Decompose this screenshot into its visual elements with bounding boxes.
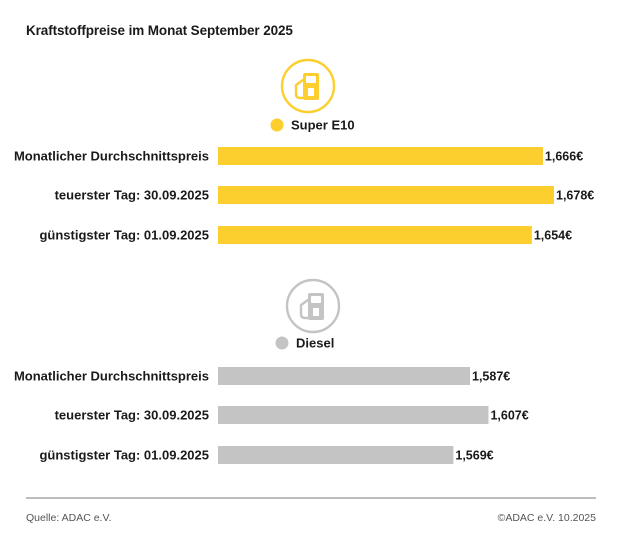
fuel-pump-icon [285, 278, 341, 334]
bar [218, 406, 489, 424]
legend-swatch [275, 336, 289, 350]
category-label: teuerster Tag: 30.09.2025 [55, 188, 209, 203]
bar [218, 446, 454, 464]
pump-window [308, 88, 314, 96]
value-label: 1,587€ [472, 370, 510, 384]
pump-hose [299, 298, 310, 320]
bar [218, 186, 554, 204]
legend-swatch [270, 118, 284, 132]
legend-label: Diesel [296, 336, 334, 351]
fuel-price-chart: Super E10 Monatlicher Durchschnittspreis 1… [14, 58, 594, 464]
pump-hose [294, 78, 305, 100]
chart-title: Kraftstoffpreise im Monat September 2025 [26, 23, 293, 38]
legend-label: Super E10 [291, 118, 355, 133]
bar [218, 367, 470, 385]
value-label: 1,678€ [556, 189, 594, 203]
bar [218, 147, 543, 165]
copyright-note: ©ADAC e.V. 10.2025 [497, 512, 596, 524]
chart-group-diesel: Diesel Monatlicher Durchschnittspreis 1,58… [14, 278, 529, 464]
icon-ring [285, 278, 341, 334]
chart-group-super-e10: Super E10 Monatlicher Durchschnittspreis 1… [14, 58, 594, 244]
pump-window [313, 308, 319, 316]
value-label: 1,569€ [455, 449, 493, 463]
icon-ring [280, 58, 336, 114]
value-label: 1,607€ [490, 409, 528, 423]
category-label: Monatlicher Durchschnittspreis [14, 149, 209, 164]
value-label: 1,654€ [534, 229, 572, 243]
category-label: günstigster Tag: 01.09.2025 [39, 448, 209, 463]
category-label: Monatlicher Durchschnittspreis [14, 369, 209, 384]
footer-divider [26, 497, 596, 499]
category-label: teuerster Tag: 30.09.2025 [55, 408, 209, 423]
pump-display [306, 76, 316, 83]
category-label: günstigster Tag: 01.09.2025 [39, 228, 209, 243]
bar [218, 226, 532, 244]
source-note: Quelle: ADAC e.V. [26, 512, 112, 524]
value-label: 1,666€ [545, 150, 583, 164]
pump-display [311, 296, 321, 303]
fuel-pump-icon [280, 58, 336, 114]
